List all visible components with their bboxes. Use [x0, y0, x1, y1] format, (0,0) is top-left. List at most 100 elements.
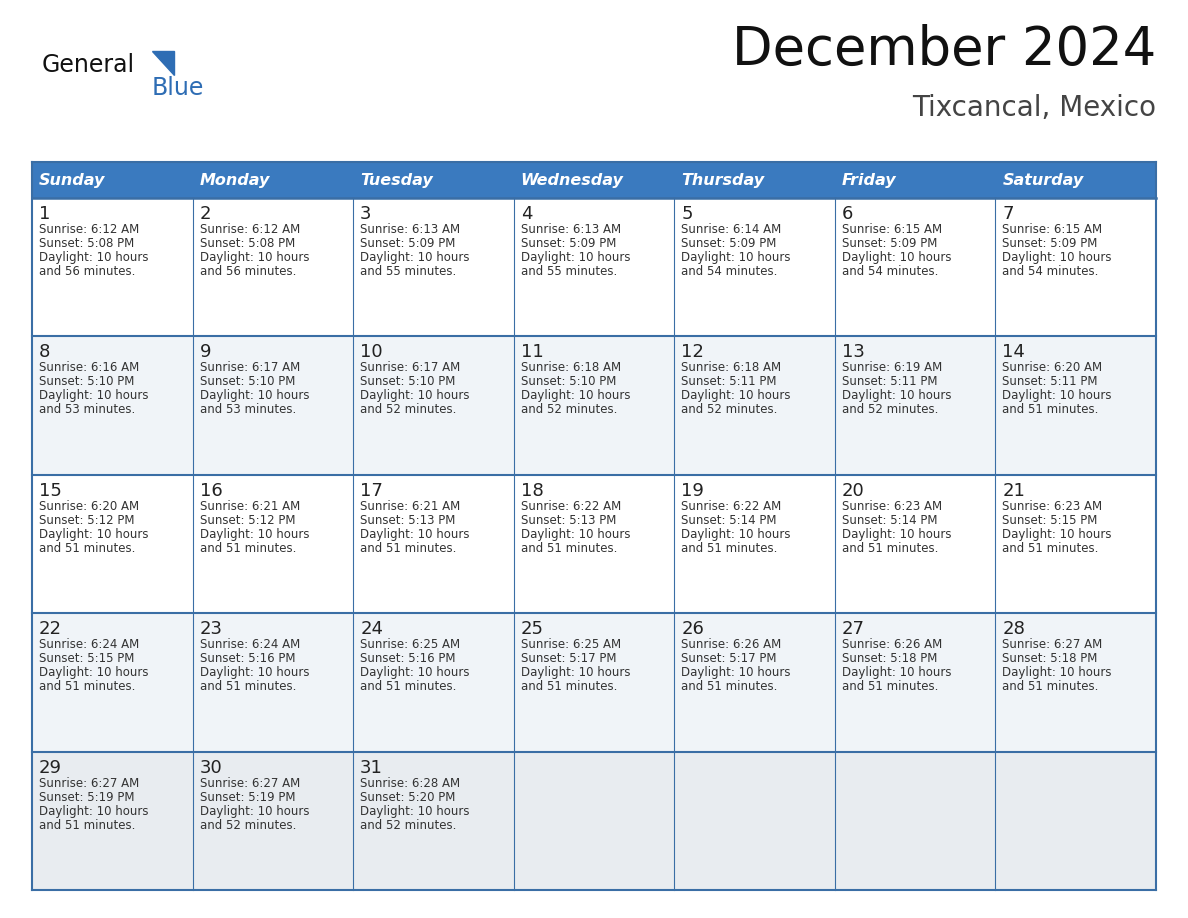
Text: Sunrise: 6:17 AM: Sunrise: 6:17 AM — [360, 362, 461, 375]
Text: 2: 2 — [200, 205, 211, 223]
Text: Sunrise: 6:22 AM: Sunrise: 6:22 AM — [681, 499, 782, 513]
Text: and 51 minutes.: and 51 minutes. — [39, 542, 135, 554]
Bar — [192, 162, 353, 198]
Text: December 2024: December 2024 — [732, 24, 1156, 76]
Text: Daylight: 10 hours: Daylight: 10 hours — [39, 389, 148, 402]
Text: Sunset: 5:08 PM: Sunset: 5:08 PM — [39, 237, 134, 250]
Text: Sunset: 5:14 PM: Sunset: 5:14 PM — [842, 514, 937, 527]
Text: Sunset: 5:17 PM: Sunset: 5:17 PM — [681, 652, 777, 666]
Bar — [32, 336, 1156, 475]
Text: 28: 28 — [1003, 621, 1025, 638]
Text: Sunset: 5:11 PM: Sunset: 5:11 PM — [681, 375, 777, 388]
Text: 29: 29 — [39, 758, 62, 777]
Text: Sunday: Sunday — [39, 173, 106, 187]
Text: 31: 31 — [360, 758, 383, 777]
Text: and 56 minutes.: and 56 minutes. — [39, 265, 135, 278]
Bar — [675, 162, 835, 198]
Text: Daylight: 10 hours: Daylight: 10 hours — [842, 528, 952, 541]
Text: Sunset: 5:13 PM: Sunset: 5:13 PM — [520, 514, 617, 527]
Bar — [32, 162, 192, 198]
Text: Sunrise: 6:25 AM: Sunrise: 6:25 AM — [360, 638, 460, 651]
Text: Sunset: 5:16 PM: Sunset: 5:16 PM — [200, 652, 295, 666]
Text: Sunrise: 6:26 AM: Sunrise: 6:26 AM — [681, 638, 782, 651]
Text: Sunrise: 6:23 AM: Sunrise: 6:23 AM — [842, 499, 942, 513]
Text: and 51 minutes.: and 51 minutes. — [200, 680, 296, 693]
Text: and 55 minutes.: and 55 minutes. — [360, 265, 456, 278]
Text: Sunrise: 6:27 AM: Sunrise: 6:27 AM — [200, 777, 299, 789]
Text: Daylight: 10 hours: Daylight: 10 hours — [520, 251, 630, 264]
Text: Daylight: 10 hours: Daylight: 10 hours — [360, 804, 469, 818]
Text: Sunset: 5:19 PM: Sunset: 5:19 PM — [200, 790, 295, 803]
Text: Daylight: 10 hours: Daylight: 10 hours — [520, 389, 630, 402]
Text: Daylight: 10 hours: Daylight: 10 hours — [842, 389, 952, 402]
Text: and 53 minutes.: and 53 minutes. — [39, 403, 135, 417]
Text: Sunrise: 6:22 AM: Sunrise: 6:22 AM — [520, 499, 621, 513]
Text: Sunrise: 6:17 AM: Sunrise: 6:17 AM — [200, 362, 299, 375]
Text: and 55 minutes.: and 55 minutes. — [520, 265, 617, 278]
Text: 20: 20 — [842, 482, 865, 499]
Text: Sunrise: 6:13 AM: Sunrise: 6:13 AM — [360, 223, 460, 236]
Text: and 56 minutes.: and 56 minutes. — [200, 265, 296, 278]
Text: Daylight: 10 hours: Daylight: 10 hours — [1003, 389, 1112, 402]
Text: Daylight: 10 hours: Daylight: 10 hours — [681, 389, 791, 402]
Text: and 51 minutes.: and 51 minutes. — [360, 680, 456, 693]
Text: 18: 18 — [520, 482, 543, 499]
Text: Daylight: 10 hours: Daylight: 10 hours — [842, 666, 952, 679]
Text: 17: 17 — [360, 482, 383, 499]
Text: and 51 minutes.: and 51 minutes. — [842, 680, 939, 693]
Text: Daylight: 10 hours: Daylight: 10 hours — [200, 528, 309, 541]
Text: 16: 16 — [200, 482, 222, 499]
Bar — [835, 162, 996, 198]
Text: 3: 3 — [360, 205, 372, 223]
Text: 15: 15 — [39, 482, 62, 499]
Text: Sunset: 5:14 PM: Sunset: 5:14 PM — [681, 514, 777, 527]
Text: 30: 30 — [200, 758, 222, 777]
Text: Sunset: 5:10 PM: Sunset: 5:10 PM — [360, 375, 455, 388]
Bar — [353, 162, 513, 198]
Text: Sunset: 5:12 PM: Sunset: 5:12 PM — [39, 514, 134, 527]
Text: Sunset: 5:13 PM: Sunset: 5:13 PM — [360, 514, 455, 527]
Text: and 54 minutes.: and 54 minutes. — [842, 265, 939, 278]
Text: Thursday: Thursday — [681, 173, 764, 187]
Text: 19: 19 — [681, 482, 704, 499]
Text: 21: 21 — [1003, 482, 1025, 499]
Text: and 53 minutes.: and 53 minutes. — [200, 403, 296, 417]
Text: Daylight: 10 hours: Daylight: 10 hours — [200, 389, 309, 402]
Text: Saturday: Saturday — [1003, 173, 1083, 187]
Text: Daylight: 10 hours: Daylight: 10 hours — [681, 528, 791, 541]
Text: and 52 minutes.: and 52 minutes. — [842, 403, 939, 417]
Text: Tuesday: Tuesday — [360, 173, 432, 187]
Text: Sunset: 5:12 PM: Sunset: 5:12 PM — [200, 514, 295, 527]
Text: 5: 5 — [681, 205, 693, 223]
Text: Daylight: 10 hours: Daylight: 10 hours — [681, 666, 791, 679]
Text: Sunrise: 6:27 AM: Sunrise: 6:27 AM — [39, 777, 139, 789]
Text: Blue: Blue — [152, 76, 204, 100]
Text: and 52 minutes.: and 52 minutes. — [360, 403, 456, 417]
Text: Sunset: 5:09 PM: Sunset: 5:09 PM — [842, 237, 937, 250]
Text: 27: 27 — [842, 621, 865, 638]
Text: 12: 12 — [681, 343, 704, 362]
Text: Sunset: 5:10 PM: Sunset: 5:10 PM — [200, 375, 295, 388]
Text: Sunset: 5:18 PM: Sunset: 5:18 PM — [842, 652, 937, 666]
Text: 7: 7 — [1003, 205, 1013, 223]
Text: 10: 10 — [360, 343, 383, 362]
Text: Daylight: 10 hours: Daylight: 10 hours — [39, 804, 148, 818]
Text: 23: 23 — [200, 621, 222, 638]
Text: and 54 minutes.: and 54 minutes. — [681, 265, 778, 278]
Text: Sunrise: 6:18 AM: Sunrise: 6:18 AM — [681, 362, 782, 375]
Text: Sunset: 5:09 PM: Sunset: 5:09 PM — [520, 237, 617, 250]
Text: and 51 minutes.: and 51 minutes. — [520, 680, 617, 693]
Text: Daylight: 10 hours: Daylight: 10 hours — [39, 528, 148, 541]
Text: Sunset: 5:19 PM: Sunset: 5:19 PM — [39, 790, 134, 803]
Text: and 51 minutes.: and 51 minutes. — [1003, 403, 1099, 417]
Bar — [32, 613, 1156, 752]
Text: 14: 14 — [1003, 343, 1025, 362]
Text: Daylight: 10 hours: Daylight: 10 hours — [1003, 528, 1112, 541]
Text: Sunset: 5:11 PM: Sunset: 5:11 PM — [842, 375, 937, 388]
Text: General: General — [42, 53, 135, 77]
Text: and 51 minutes.: and 51 minutes. — [681, 680, 778, 693]
Text: and 51 minutes.: and 51 minutes. — [1003, 680, 1099, 693]
Text: Sunrise: 6:24 AM: Sunrise: 6:24 AM — [39, 638, 139, 651]
Polygon shape — [152, 51, 173, 75]
Text: Sunrise: 6:13 AM: Sunrise: 6:13 AM — [520, 223, 621, 236]
